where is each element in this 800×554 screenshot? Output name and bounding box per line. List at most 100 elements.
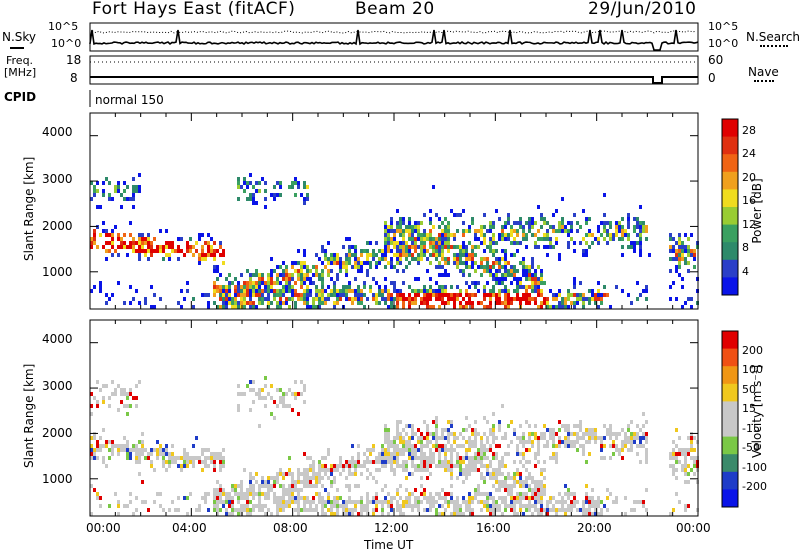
heatmap-cell <box>414 500 417 504</box>
heatmap-cell <box>429 500 432 504</box>
heatmap-cell <box>633 436 636 440</box>
heatmap-cell <box>468 508 471 512</box>
heatmap-cell <box>345 273 348 277</box>
heatmap-cell <box>324 297 327 301</box>
heatmap-cell <box>402 504 405 508</box>
heatmap-cell <box>297 293 300 297</box>
heatmap-cell <box>360 508 363 512</box>
heatmap-cell <box>396 436 399 440</box>
heatmap-cell <box>300 261 303 265</box>
heatmap-cell <box>207 241 210 245</box>
heatmap-cell <box>480 508 483 512</box>
heatmap-cell <box>423 245 426 249</box>
heatmap-cell <box>498 424 501 428</box>
heatmap-cell <box>96 205 99 209</box>
heatmap-cell <box>162 508 165 512</box>
heatmap-cell <box>168 452 171 456</box>
heatmap-cell <box>315 492 318 496</box>
heatmap-cell <box>225 285 228 289</box>
heatmap-cell <box>501 496 504 500</box>
heatmap-cell <box>132 448 135 452</box>
heatmap-cell <box>609 225 612 229</box>
heatmap-cell <box>162 257 165 261</box>
heatmap-cell <box>594 508 597 512</box>
heatmap-cell <box>414 229 417 233</box>
heatmap-cell <box>402 448 405 452</box>
heatmap-cell <box>531 265 534 269</box>
heatmap-cell <box>306 273 309 277</box>
heatmap-cell <box>372 496 375 500</box>
heatmap-cell <box>540 237 543 241</box>
heatmap-cell <box>285 269 288 273</box>
heatmap-cell <box>495 277 498 281</box>
heatmap-cell <box>327 476 330 480</box>
heatmap-cell <box>525 277 528 281</box>
heatmap-cell <box>237 285 240 289</box>
heatmap-cell <box>693 456 696 460</box>
heatmap-cell <box>405 241 408 245</box>
heatmap-cell <box>429 241 432 245</box>
heatmap-cell <box>537 245 540 249</box>
heatmap-cell <box>450 444 453 448</box>
heatmap-cell <box>141 500 144 504</box>
heatmap-cell <box>501 225 504 229</box>
heatmap-cell <box>438 456 441 460</box>
heatmap-cell <box>318 297 321 301</box>
heatmap-cell <box>243 504 246 508</box>
heatmap-cell <box>477 488 480 492</box>
heatmap-cell <box>351 289 354 293</box>
heatmap-cell <box>411 456 414 460</box>
heatmap-cell <box>441 253 444 257</box>
heatmap-cell <box>279 297 282 301</box>
heatmap-cell <box>495 476 498 480</box>
heatmap-cell <box>483 480 486 484</box>
heatmap-cell <box>285 504 288 508</box>
heatmap-cell <box>396 504 399 508</box>
colorbar-segment <box>722 224 738 243</box>
heatmap-cell <box>255 281 258 285</box>
heatmap-cell <box>300 277 303 281</box>
heatmap-cell <box>138 456 141 460</box>
heatmap-cell <box>243 496 246 500</box>
heatmap-cell <box>102 428 105 432</box>
heatmap-cell <box>471 293 474 297</box>
heatmap-cell <box>297 249 300 253</box>
heatmap-cell <box>168 456 171 460</box>
heatmap-cell <box>225 512 228 516</box>
heatmap-cell <box>345 512 348 516</box>
heatmap-cell <box>501 480 504 484</box>
heatmap-cell <box>393 444 396 448</box>
heatmap-cell <box>399 432 402 436</box>
heatmap-cell <box>513 476 516 480</box>
heatmap-cell <box>534 484 537 488</box>
heatmap-cell <box>339 293 342 297</box>
heatmap-cell <box>198 253 201 257</box>
heatmap-cell <box>291 492 294 496</box>
heatmap-cell <box>288 305 291 309</box>
heatmap-cell <box>348 468 351 472</box>
heatmap-cell <box>399 512 402 516</box>
heatmap-cell <box>519 452 522 456</box>
heatmap-cell <box>435 428 438 432</box>
heatmap-cell <box>501 281 504 285</box>
heatmap-cell <box>93 285 96 289</box>
heatmap-cell <box>633 217 636 221</box>
heatmap-cell <box>240 297 243 301</box>
velocity-heatmap <box>90 376 699 516</box>
heatmap-cell <box>390 265 393 269</box>
heatmap-cell <box>252 273 255 277</box>
heatmap-cell <box>339 257 342 261</box>
heatmap-cell <box>432 500 435 504</box>
heatmap-cell <box>375 261 378 265</box>
heatmap-cell <box>435 297 438 301</box>
heatmap-cell <box>402 241 405 245</box>
heatmap-cell <box>636 444 639 448</box>
heatmap-cell <box>324 253 327 257</box>
heatmap-cell <box>462 496 465 500</box>
heatmap-cell <box>417 436 420 440</box>
heatmap-cell <box>561 305 564 309</box>
heatmap-cell <box>636 221 639 225</box>
heatmap-cell <box>183 448 186 452</box>
heatmap-cell <box>516 249 519 253</box>
heatmap-cell <box>585 460 588 464</box>
